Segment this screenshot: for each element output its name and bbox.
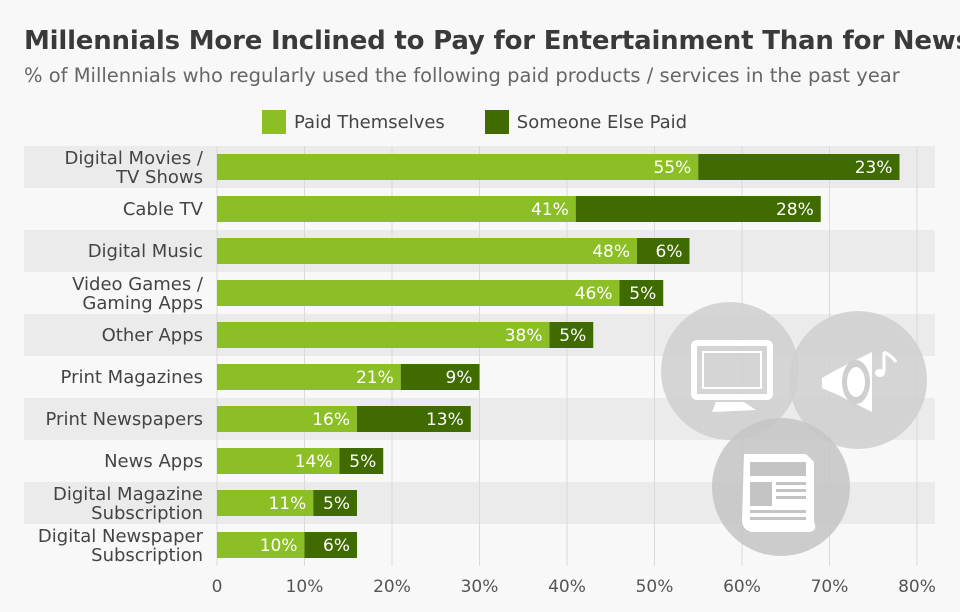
x-tick-label: 70% <box>811 577 849 597</box>
data-label: 14% <box>295 452 333 472</box>
data-label: 11% <box>268 494 306 514</box>
bar-paid-themselves <box>217 490 314 516</box>
bar-someone-else-paid <box>619 280 664 306</box>
data-label: 28% <box>776 200 814 220</box>
x-tick-label: 80% <box>898 577 936 597</box>
legend-label-paid-themselves: Paid Themselves <box>294 111 445 133</box>
data-label: 9% <box>446 368 473 388</box>
bar-someone-else-paid <box>400 364 480 390</box>
category-label: Digital Movies / TV Shows <box>64 148 203 188</box>
bar-someone-else-paid <box>313 490 357 516</box>
x-tick-label: 20% <box>373 577 411 597</box>
speaker-music-icon <box>789 311 927 449</box>
data-label: 46% <box>575 284 613 304</box>
data-label: 13% <box>426 410 464 430</box>
category-label: Digital Magazine Subscription <box>53 484 203 524</box>
newspaper-icon <box>712 418 850 556</box>
legend: Paid Themselves Someone Else Paid <box>262 110 727 134</box>
chart-subtitle: % of Millennials who regularly used the … <box>24 64 900 87</box>
x-tick-label: 50% <box>636 577 674 597</box>
data-label: 10% <box>260 536 298 556</box>
legend-item-someone-else-paid: Someone Else Paid <box>484 110 688 134</box>
legend-label-someone-else-paid: Someone Else Paid <box>516 111 688 133</box>
bar-paid-themselves <box>217 322 550 348</box>
data-label: 16% <box>312 410 350 430</box>
bar-someone-else-paid <box>575 196 821 222</box>
legend-item-paid-themselves: Paid Themselves <box>262 110 445 134</box>
chart-title: Millennials More Inclined to Pay for Ent… <box>24 26 960 56</box>
data-label: 6% <box>656 242 683 262</box>
decorative-icons <box>661 302 927 556</box>
bar-someone-else-paid <box>698 154 900 180</box>
data-label: 5% <box>559 326 586 346</box>
x-tick-label: 30% <box>461 577 499 597</box>
bar-paid-themselves <box>217 196 576 222</box>
category-label: Other Apps <box>102 325 203 346</box>
data-label: 38% <box>505 326 543 346</box>
bar-paid-themselves <box>217 406 357 432</box>
category-label: Digital Newspaper Subscription <box>38 526 204 566</box>
bar-paid-themselves <box>217 364 401 390</box>
bar-someone-else-paid <box>339 448 384 474</box>
category-label: News Apps <box>104 451 203 472</box>
tv-icon <box>661 302 799 440</box>
x-tick-label: 10% <box>286 577 324 597</box>
bar-paid-themselves <box>217 532 305 558</box>
bar-someone-else-paid <box>357 406 471 432</box>
bar-someone-else-paid <box>549 322 594 348</box>
data-label: 5% <box>349 452 376 472</box>
data-label: 41% <box>531 200 569 220</box>
data-label: 5% <box>629 284 656 304</box>
category-label: Print Newspapers <box>46 409 204 430</box>
bar-paid-themselves <box>217 280 620 306</box>
bar-paid-themselves <box>217 238 637 264</box>
category-label: Cable TV <box>123 199 204 220</box>
bar-paid-themselves <box>217 448 340 474</box>
category-label: Video Games / Gaming Apps <box>72 274 204 314</box>
data-label: 48% <box>592 242 630 262</box>
category-label: Digital Music <box>88 241 203 262</box>
legend-swatch-someone-else-paid <box>484 110 509 134</box>
bar-someone-else-paid <box>304 532 357 558</box>
data-label: 23% <box>855 158 893 178</box>
legend-swatch-paid-themselves <box>262 110 286 134</box>
data-label: 21% <box>356 368 394 388</box>
data-label: 55% <box>653 158 691 178</box>
x-tick-label: 40% <box>548 577 586 597</box>
data-label: 6% <box>323 536 350 556</box>
bar-paid-themselves <box>217 154 699 180</box>
bar-someone-else-paid <box>637 238 690 264</box>
x-tick-label: 0 <box>212 577 223 597</box>
x-tick-label: 60% <box>723 577 761 597</box>
data-label: 5% <box>323 494 350 514</box>
category-label: Print Magazines <box>61 367 203 388</box>
